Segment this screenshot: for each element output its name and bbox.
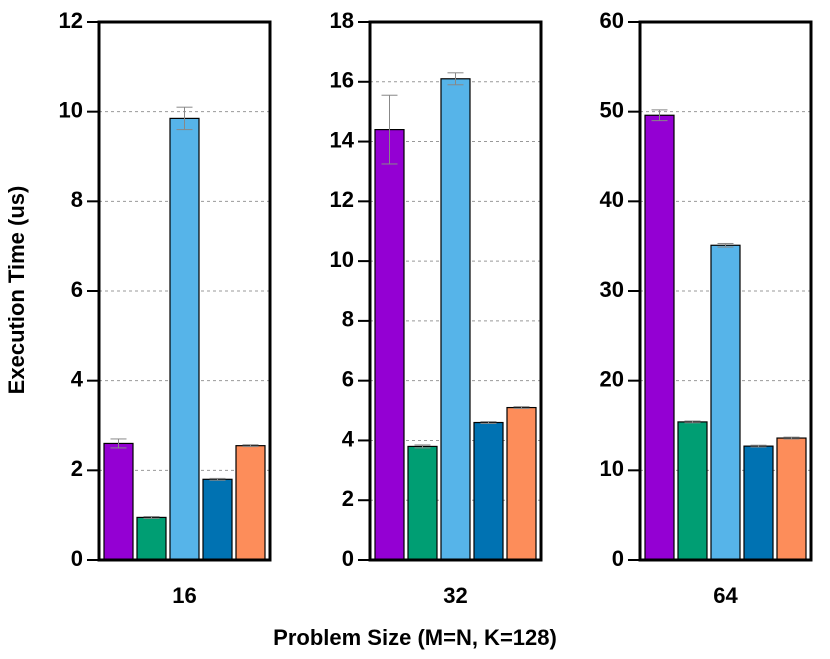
y-tick-label: 6	[342, 366, 354, 391]
x-tick-label: 64	[713, 583, 738, 608]
error-bar	[143, 516, 160, 519]
bar	[235, 445, 266, 561]
bar	[136, 516, 167, 561]
bar	[407, 445, 438, 561]
bar	[374, 129, 405, 561]
y-tick-label: 30	[600, 277, 624, 302]
x-tick-label: 32	[443, 583, 467, 608]
error-bar	[750, 444, 767, 448]
error-bar	[414, 444, 431, 449]
y-tick-label: 14	[330, 127, 355, 152]
bar	[440, 78, 471, 561]
bar	[644, 114, 675, 561]
x-axis-label: Problem Size (M=N, K=128)	[273, 625, 557, 650]
bar	[677, 421, 708, 561]
error-bar	[209, 477, 226, 481]
error-bar	[651, 109, 668, 122]
error-bar	[176, 106, 193, 131]
error-bar	[513, 406, 530, 409]
y-tick-label: 0	[342, 546, 354, 571]
y-tick-label: 10	[600, 456, 624, 481]
plot-frame	[638, 20, 813, 562]
y-tick-label: 10	[330, 247, 354, 272]
x-tick-label: 16	[172, 583, 196, 608]
y-tick-label: 10	[59, 97, 83, 122]
y-tick-label: 50	[600, 97, 624, 122]
bar	[473, 421, 504, 561]
y-tick-label: 2	[342, 486, 354, 511]
y-tick-label: 6	[71, 277, 83, 302]
error-bar	[717, 242, 734, 248]
y-tick-label: 12	[330, 187, 354, 212]
y-tick-label: 2	[71, 456, 83, 481]
bar	[743, 445, 774, 561]
y-tick-label: 0	[71, 546, 83, 571]
bar	[169, 117, 200, 561]
plot-frame	[97, 20, 272, 562]
error-bar	[447, 72, 464, 86]
y-tick-label: 40	[600, 187, 624, 212]
y-tick-label: 4	[342, 426, 355, 451]
plot-frame	[368, 20, 543, 562]
y-tick-label: 8	[71, 187, 83, 212]
bar	[103, 442, 134, 561]
y-tick-label: 60	[600, 8, 624, 33]
error-bar	[242, 444, 259, 448]
bar	[506, 406, 537, 561]
bar	[776, 437, 807, 561]
bar	[202, 478, 233, 561]
error-bar	[110, 438, 127, 449]
y-tick-label: 18	[330, 8, 354, 33]
y-tick-label: 4	[71, 366, 84, 391]
y-tick-label: 8	[342, 307, 354, 332]
bar	[710, 244, 741, 561]
y-tick-label: 20	[600, 366, 624, 391]
error-bar	[381, 94, 398, 165]
y-tick-label: 16	[330, 68, 354, 93]
error-bar	[480, 421, 497, 424]
error-bar	[783, 436, 800, 440]
error-bar	[684, 420, 701, 424]
y-tick-label: 0	[612, 546, 624, 571]
y-axis-label: Execution Time (us)	[4, 186, 29, 395]
y-tick-label: 12	[59, 8, 83, 33]
